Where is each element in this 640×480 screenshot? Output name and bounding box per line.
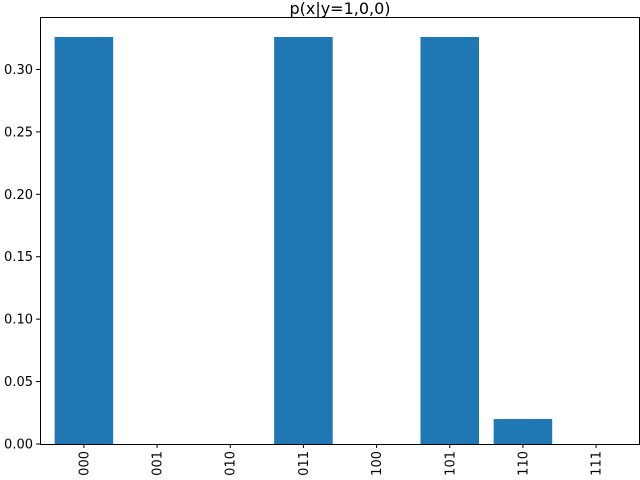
y-tick-label: 0.05 [4, 375, 33, 390]
axes-frame [40, 17, 640, 445]
y-tick-label: 0.15 [4, 250, 33, 265]
y-tick-label: 0.20 [4, 188, 33, 203]
x-axis: 000 001 010 011 100 101 110 111 [77, 444, 605, 476]
x-tick-label: 001 [151, 451, 166, 476]
bar-000 [54, 36, 114, 444]
x-tick-label: 011 [297, 451, 312, 476]
chart-title: p(x|y=1,0,0) [289, 0, 390, 18]
x-tick-label: 110 [516, 451, 531, 476]
x-tick-label: 000 [77, 451, 92, 476]
x-tick-label: 101 [443, 451, 458, 476]
y-tick-label: 0.30 [4, 63, 33, 78]
bar-011 [274, 36, 333, 444]
y-tick-label: 0.00 [4, 438, 33, 453]
y-tick-label: 0.25 [4, 125, 33, 140]
x-tick-label: 010 [224, 451, 239, 476]
x-tick-label: 100 [370, 451, 385, 476]
bars-group [54, 36, 553, 444]
y-tick-label: 0.10 [4, 313, 33, 328]
y-axis: 0.00 0.05 0.10 0.15 0.20 0.25 0.30 [4, 63, 40, 453]
bar-110 [493, 419, 553, 444]
bar-101 [420, 36, 480, 444]
x-tick-label: 111 [590, 451, 605, 476]
